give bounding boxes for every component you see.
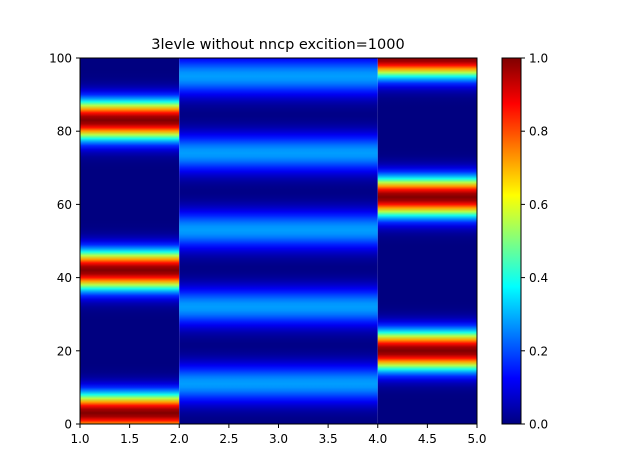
y-tick-label: 20 [57,344,72,358]
x-tick-label: 5.0 [467,432,486,446]
y-tick-label: 100 [49,52,72,66]
colorbar-gradient [502,58,521,424]
x-tick-label: 2.5 [219,432,238,446]
heatmap-plot [80,58,477,424]
heatmap-column [179,58,378,424]
colorbar-frame [501,57,522,425]
x-tick-label: 4.5 [418,432,437,446]
y-axis: 0 20 40 60 80 100 [49,52,80,432]
x-tick-label: 2.0 [170,432,189,446]
colorbar-tick-label: 0.8 [529,125,548,139]
colorbar-tick-label: 1.0 [529,52,548,66]
heatmap-column [80,58,180,424]
colorbar-tick-label: 0.0 [529,418,548,432]
x-tick-label: 3.0 [269,432,288,446]
x-tick-label: 1.5 [120,432,139,446]
colorbar-tick-label: 0.2 [529,344,548,358]
colorbar-tick-label: 0.4 [529,271,548,285]
colorbar-tick-label: 0.6 [529,198,548,212]
x-tick-label: 4.0 [368,432,387,446]
y-tick-label: 60 [57,198,72,212]
x-tick-label: 1.0 [70,432,89,446]
colorbar [502,58,521,424]
heatmap-column [377,58,477,424]
y-tick-label: 0 [64,418,72,432]
y-tick-label: 40 [57,271,72,285]
x-tick-label: 3.5 [319,432,338,446]
x-axis: 1.0 1.5 2.0 2.5 3.0 3.5 4.0 4.5 5.0 [70,424,487,446]
colorbar-axis: 0.0 0.2 0.4 0.6 0.8 1.0 [521,52,548,432]
chart-title: 3levle without nncp excition=1000 [151,37,404,53]
y-tick-label: 80 [57,125,72,139]
